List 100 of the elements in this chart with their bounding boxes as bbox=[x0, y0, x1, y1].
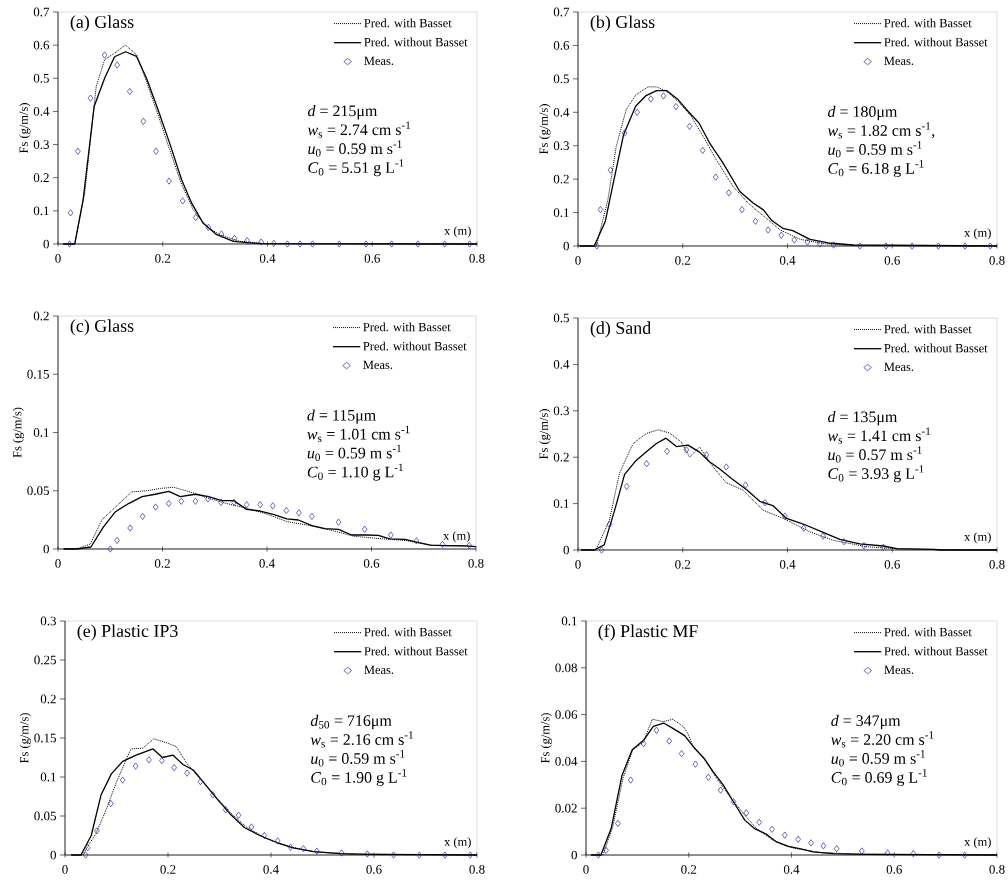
point bbox=[615, 819, 621, 827]
point bbox=[244, 237, 250, 245]
annotation: u$_{0}$ = 0.59 m s$^{-1}$ bbox=[311, 750, 405, 767]
x-tick-label: 0 bbox=[62, 865, 68, 874]
point bbox=[686, 122, 693, 130]
chart-title: (c) Glass bbox=[70, 319, 134, 336]
point bbox=[660, 92, 667, 100]
point bbox=[597, 206, 604, 214]
legend-label: Meas. bbox=[884, 56, 914, 66]
point bbox=[752, 217, 759, 225]
legend-label: Meas. bbox=[364, 56, 394, 66]
legend-label: Pred. with Basset bbox=[364, 18, 452, 28]
point bbox=[861, 542, 867, 550]
point bbox=[726, 189, 732, 197]
point bbox=[703, 451, 710, 459]
y-tick-label: 0.25 bbox=[34, 655, 56, 665]
point bbox=[692, 760, 699, 768]
point bbox=[363, 240, 369, 248]
point bbox=[910, 850, 917, 858]
point bbox=[769, 825, 775, 833]
point bbox=[166, 500, 172, 508]
point bbox=[782, 831, 788, 839]
y-tick-label: 0.3 bbox=[553, 406, 569, 416]
point bbox=[192, 497, 199, 505]
x-tick-label: 0.6 bbox=[884, 256, 900, 265]
chart-title: (b) Glass bbox=[590, 15, 655, 32]
x-tick-label: 0.6 bbox=[363, 559, 380, 568]
y-axis-title: Fs (g/m/s) bbox=[539, 409, 551, 460]
y-tick-label: 0.06 bbox=[555, 710, 578, 719]
point bbox=[857, 242, 863, 250]
y-tick-label: 0.15 bbox=[27, 369, 49, 379]
x-tick-label: 0.2 bbox=[155, 254, 171, 263]
point bbox=[66, 240, 73, 248]
chart-title: (d) Sand bbox=[590, 321, 651, 338]
point bbox=[416, 851, 423, 859]
point bbox=[743, 809, 750, 817]
point bbox=[146, 756, 152, 764]
y-tick-label: 0.15 bbox=[34, 733, 56, 743]
point bbox=[300, 845, 307, 853]
legend-label: Meas. bbox=[884, 665, 914, 675]
point bbox=[739, 206, 745, 214]
point bbox=[607, 166, 614, 174]
point bbox=[820, 842, 827, 850]
legend-label: Meas. bbox=[364, 665, 394, 675]
annotation: C$_{0}$ = 1.10 g L$^{-1}$ bbox=[307, 463, 403, 481]
annotation: u$_{0}$ = 0.57 m s$^{-1}$ bbox=[828, 446, 922, 463]
point bbox=[152, 503, 159, 511]
y-axis-title: Fs (g/m/s) bbox=[19, 103, 31, 154]
point bbox=[388, 240, 395, 248]
point bbox=[222, 806, 229, 814]
y-tick-label: 0.3 bbox=[553, 141, 569, 151]
annotation: d = 115μm bbox=[307, 409, 376, 424]
point bbox=[197, 778, 204, 786]
point bbox=[595, 851, 602, 859]
point bbox=[235, 811, 242, 819]
point bbox=[778, 231, 784, 239]
point bbox=[713, 173, 719, 181]
legend-label: Pred. without Basset bbox=[884, 646, 988, 656]
point bbox=[139, 512, 146, 520]
legend-label: Pred. without Basset bbox=[363, 341, 467, 351]
point bbox=[717, 786, 724, 794]
annotation: C$_{0}$ = 3.93 g L$^{-1}$ bbox=[828, 465, 924, 483]
y-tick-label: 0.5 bbox=[33, 73, 49, 83]
point bbox=[699, 146, 706, 154]
y-tick-label: 0.4 bbox=[553, 107, 570, 117]
annotation: d = 135μm bbox=[828, 410, 898, 426]
x-axis-title: x (m) bbox=[964, 228, 991, 240]
y-tick-label: 0.4 bbox=[33, 107, 50, 116]
y-tick-label: 0.1 bbox=[33, 206, 49, 216]
x-tick-label: 0.4 bbox=[263, 865, 279, 874]
y-tick-label: 0.1 bbox=[553, 208, 569, 217]
point bbox=[338, 849, 345, 857]
point bbox=[817, 240, 823, 248]
y-tick-label: 0.1 bbox=[40, 772, 56, 782]
point bbox=[820, 532, 826, 540]
point bbox=[261, 831, 268, 840]
legend-label: Pred. with Basset bbox=[884, 627, 972, 637]
x-tick-label: 0.2 bbox=[681, 865, 697, 874]
y-tick-label: 0.2 bbox=[33, 173, 49, 183]
y-tick-label: 0.2 bbox=[33, 311, 49, 321]
annotation: d$_{50}$ = 716μm bbox=[310, 714, 392, 730]
point bbox=[830, 241, 837, 249]
point bbox=[664, 447, 670, 455]
x-axis-title: x (m) bbox=[964, 532, 991, 544]
legend-label: Pred. without Basset bbox=[364, 37, 468, 47]
point bbox=[606, 520, 613, 529]
point bbox=[909, 242, 915, 250]
point bbox=[218, 498, 224, 506]
x-tick-label: 0.2 bbox=[675, 560, 691, 569]
point bbox=[171, 764, 177, 772]
y-tick-label: 0.1 bbox=[553, 499, 569, 508]
x-axis-title: x (m) bbox=[444, 226, 471, 238]
legend-label: Pred. with Basset bbox=[884, 18, 972, 28]
point bbox=[127, 88, 133, 96]
x-tick-label: 0 bbox=[583, 865, 589, 874]
point bbox=[442, 851, 448, 859]
point bbox=[935, 242, 942, 250]
y-tick-label: 0.5 bbox=[553, 74, 569, 84]
point bbox=[683, 446, 690, 454]
annotation: d = 215μm bbox=[307, 104, 378, 120]
